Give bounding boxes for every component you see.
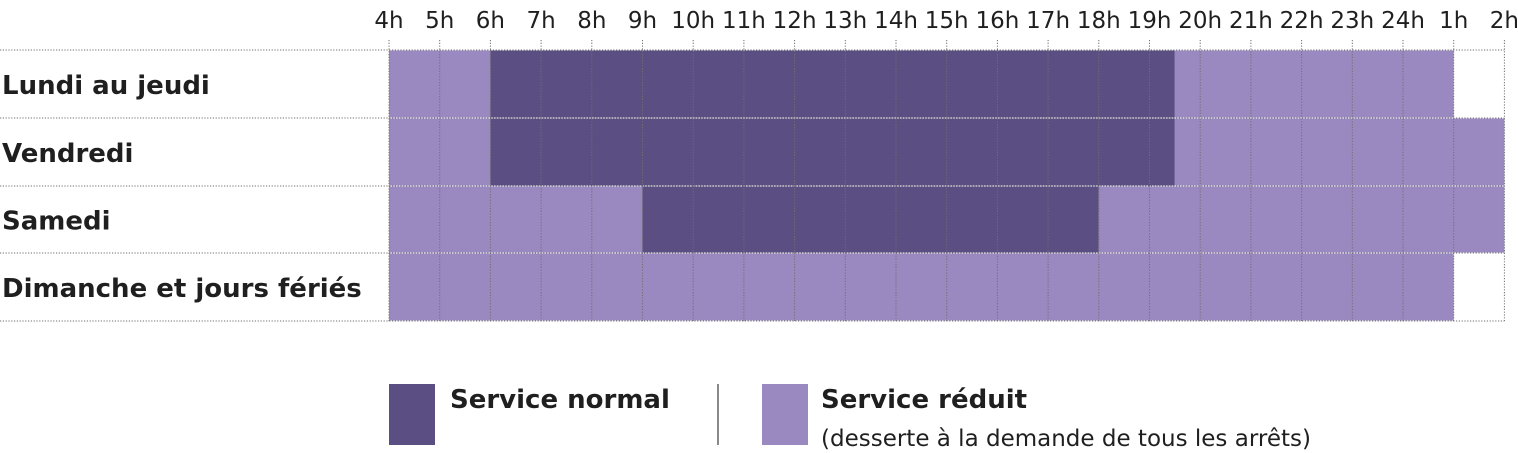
period-normal <box>642 186 1099 253</box>
hour-tick-label: 13h <box>823 8 867 34</box>
day-label: Samedi <box>2 207 111 237</box>
period-reduit <box>1174 50 1454 118</box>
legend-swatch-reduit <box>762 384 808 445</box>
hour-tick-label: 17h <box>1026 8 1070 34</box>
schedule-grid <box>0 40 1505 322</box>
hour-tick-label: 24h <box>1381 8 1425 34</box>
period-reduit <box>389 50 491 118</box>
hour-tick-labels: 4h 5h 6h 7h 8h 9h 10h 11h 12h 13h 14h 15h 16h 17h 18h 1… <box>374 8 1518 34</box>
hour-tick-label: 2h <box>1490 8 1518 34</box>
hour-tick-label: 11h <box>722 8 766 34</box>
hour-tick-label: 21h <box>1229 8 1273 34</box>
day-label: Dimanche et jours fériés <box>2 274 362 304</box>
day-labels: Lundi au jeudi Vendredi Samedi Dimanche et … <box>2 71 362 304</box>
hour-tick-label: 15h <box>925 8 969 34</box>
hour-tick-label: 14h <box>874 8 918 34</box>
hour-tick-label: 20h <box>1178 8 1222 34</box>
hour-tick-label: 4h <box>374 8 403 34</box>
day-label: Vendredi <box>2 139 133 169</box>
hour-tick-label: 16h <box>975 8 1019 34</box>
hour-tick-label: 1h <box>1439 8 1468 34</box>
hour-tick-label: 19h <box>1128 8 1172 34</box>
hour-tick-label: 7h <box>526 8 555 34</box>
schedule-cells <box>389 50 1505 321</box>
legend: Service normal Service réduit (desserte à … <box>389 384 1311 452</box>
hour-tick-label: 10h <box>671 8 715 34</box>
hour-tick-label: 12h <box>773 8 817 34</box>
hour-tick-label: 18h <box>1077 8 1121 34</box>
hour-tick-label: 8h <box>577 8 606 34</box>
legend-title-reduit: Service réduit <box>821 385 1027 415</box>
period-normal <box>490 118 1175 186</box>
period-reduit <box>389 253 1454 321</box>
legend-title-normal: Service normal <box>450 385 670 415</box>
day-label: Lundi au jeudi <box>2 71 210 101</box>
period-normal <box>490 50 1175 118</box>
hour-tick-label: 9h <box>628 8 657 34</box>
hour-tick-label: 22h <box>1280 8 1324 34</box>
period-reduit <box>1174 118 1505 186</box>
hour-tick-label: 6h <box>476 8 505 34</box>
hour-tick-label: 5h <box>425 8 454 34</box>
period-reduit <box>389 186 643 253</box>
hour-tick-label: 23h <box>1330 8 1374 34</box>
legend-subtitle-reduit: (desserte à la demande de tous les arrêt… <box>821 426 1311 452</box>
legend-swatch-normal <box>389 384 435 445</box>
